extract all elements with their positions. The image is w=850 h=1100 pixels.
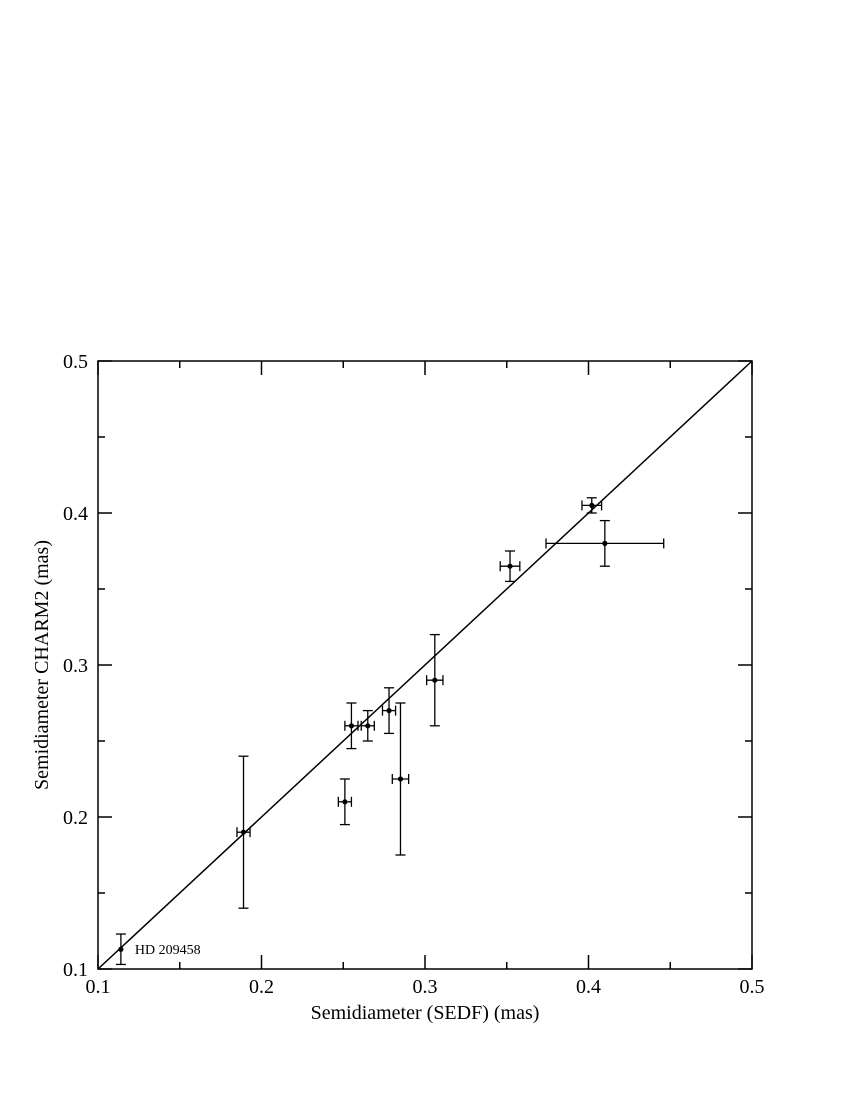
y-tick-label: 0.4 bbox=[63, 503, 88, 525]
data-point bbox=[118, 946, 124, 952]
error-bars bbox=[115, 497, 665, 966]
data-point bbox=[602, 540, 608, 547]
data-point bbox=[240, 829, 247, 835]
data-point bbox=[348, 723, 355, 729]
data-point bbox=[507, 563, 513, 569]
data-point bbox=[397, 776, 404, 782]
minor-ticks bbox=[98, 361, 752, 969]
point-annotation: HD 209458 bbox=[135, 943, 201, 958]
data-point bbox=[589, 502, 595, 508]
y-tick-label: 0.1 bbox=[63, 959, 88, 981]
data-point bbox=[342, 799, 348, 805]
data-point bbox=[432, 677, 438, 683]
y-tick-label: 0.2 bbox=[63, 807, 88, 829]
data-point bbox=[386, 708, 392, 714]
identity-line bbox=[97, 360, 753, 970]
y-tick-labels: 0.1 0.2 0.3 0.4 0.5 bbox=[63, 351, 88, 981]
x-tick-label: 0.4 bbox=[576, 976, 601, 998]
data-point bbox=[365, 723, 371, 729]
x-tick-label: 0.1 bbox=[86, 976, 111, 998]
x-axis-title: Semidiameter (SEDF) (mas) bbox=[311, 1002, 540, 1024]
y-tick-label: 0.5 bbox=[63, 351, 88, 373]
x-tick-label: 0.5 bbox=[740, 976, 765, 998]
plot-frame bbox=[97, 360, 753, 970]
y-axis-title: Semidiameter CHARM2 (mas) bbox=[31, 540, 53, 790]
data-points: HD 209458 bbox=[118, 502, 608, 958]
x-tick-label: 0.2 bbox=[249, 976, 274, 998]
y-tick-label: 0.3 bbox=[63, 655, 88, 677]
x-tick-label: 0.3 bbox=[413, 976, 438, 998]
x-tick-labels: 0.1 0.2 0.3 0.4 0.5 bbox=[86, 976, 765, 998]
